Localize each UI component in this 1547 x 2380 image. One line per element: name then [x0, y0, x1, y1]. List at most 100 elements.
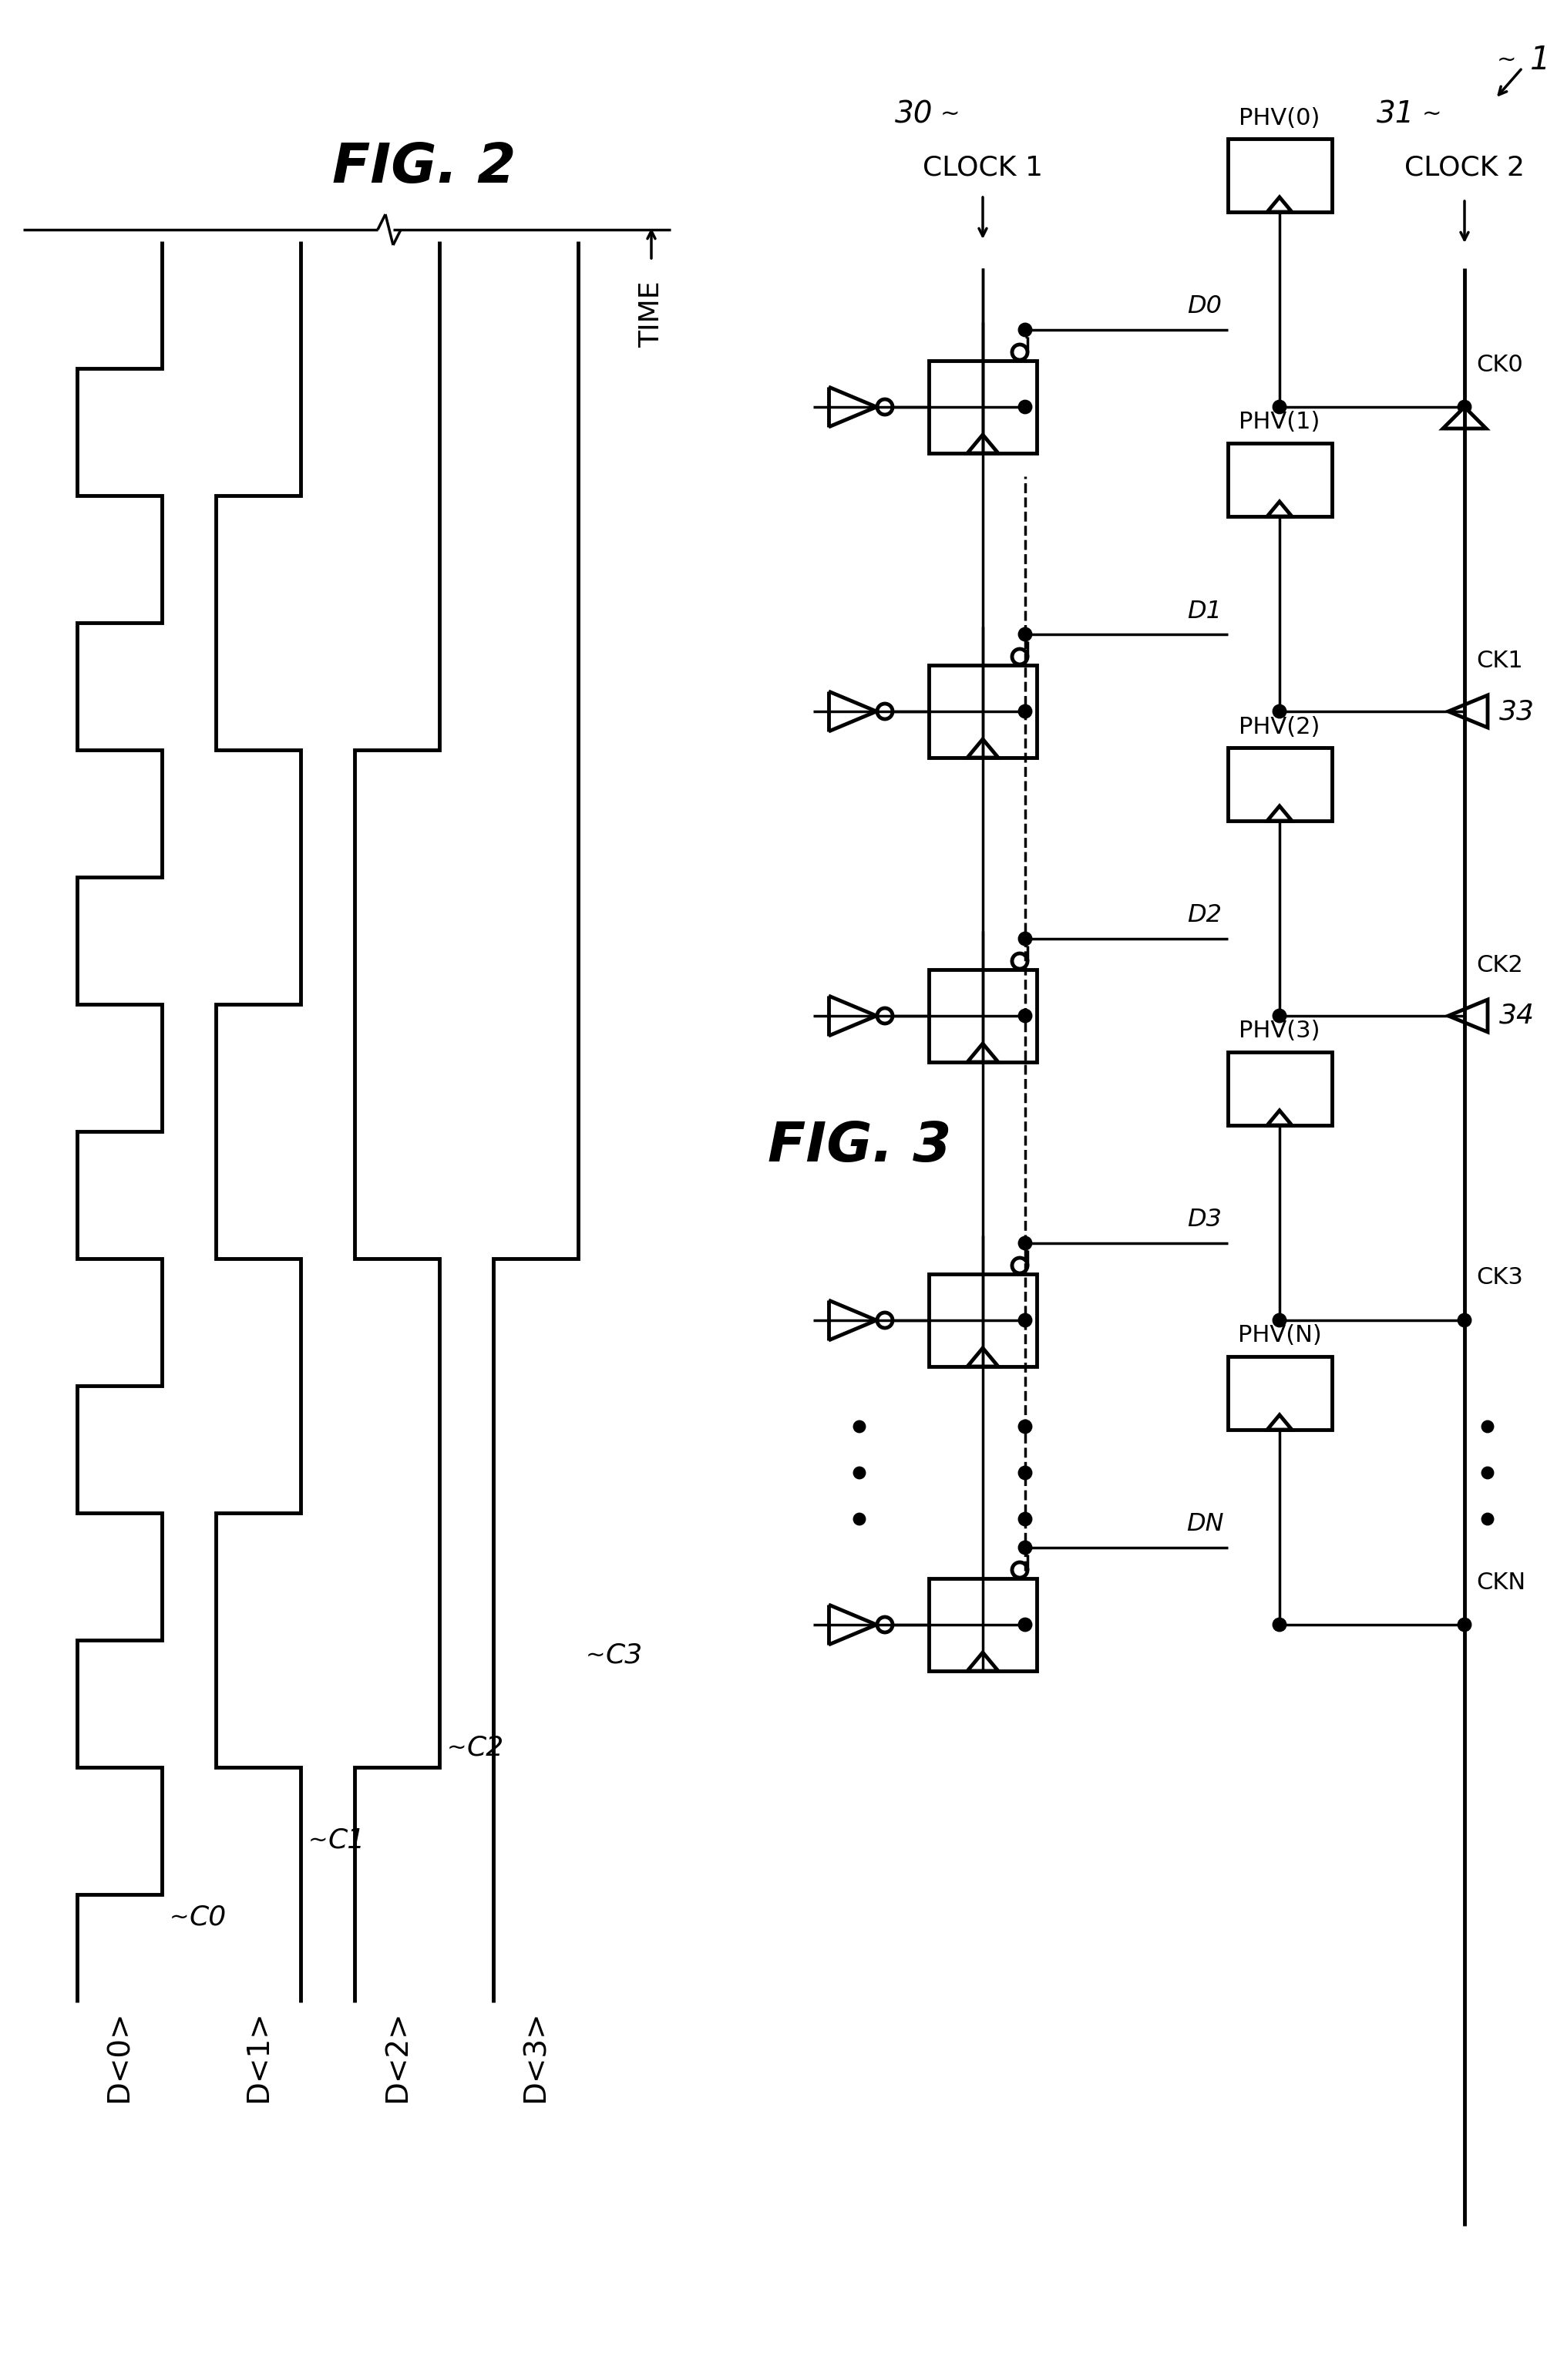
Text: CK2: CK2 [1476, 954, 1522, 976]
Circle shape [877, 400, 893, 414]
Text: ~: ~ [308, 1830, 328, 1852]
Circle shape [1012, 1257, 1027, 1273]
Circle shape [1459, 707, 1470, 716]
Circle shape [877, 1311, 893, 1328]
Text: 33: 33 [1499, 697, 1535, 724]
Text: ~: ~ [1422, 102, 1442, 126]
Polygon shape [967, 436, 998, 452]
Polygon shape [1267, 1111, 1292, 1126]
Circle shape [1019, 707, 1030, 716]
Text: ~: ~ [941, 102, 959, 126]
Circle shape [1012, 1561, 1027, 1578]
Circle shape [1019, 1238, 1030, 1250]
Text: D<1>: D<1> [243, 2011, 272, 2102]
Text: PHV(2): PHV(2) [1238, 716, 1320, 738]
Polygon shape [1267, 1414, 1292, 1430]
Circle shape [877, 1009, 893, 1023]
Circle shape [854, 1514, 863, 1523]
Circle shape [1459, 402, 1470, 412]
Polygon shape [967, 740, 998, 757]
Text: 12: 12 [1530, 43, 1547, 76]
Text: C2: C2 [466, 1735, 503, 1761]
Polygon shape [1442, 407, 1485, 428]
Text: CK1: CK1 [1476, 650, 1522, 674]
Bar [1227, 747, 1332, 821]
Circle shape [1019, 1421, 1030, 1433]
Circle shape [1019, 324, 1030, 336]
Text: ~: ~ [447, 1737, 467, 1759]
Circle shape [1273, 707, 1284, 716]
Circle shape [1273, 1618, 1284, 1630]
Circle shape [1019, 1542, 1030, 1554]
Text: D2: D2 [1187, 904, 1222, 928]
Polygon shape [1448, 1000, 1487, 1033]
Text: TIME: TIME [637, 281, 664, 347]
Polygon shape [1267, 807, 1292, 821]
Text: PHV(N): PHV(N) [1238, 1326, 1321, 1347]
Text: C0: C0 [189, 1904, 226, 1930]
Text: CLOCK 1: CLOCK 1 [922, 155, 1043, 181]
Circle shape [1459, 1618, 1470, 1630]
Circle shape [854, 1421, 863, 1430]
Circle shape [1459, 1011, 1470, 1021]
Circle shape [1019, 1314, 1030, 1326]
Text: D1: D1 [1187, 600, 1222, 624]
Circle shape [877, 704, 893, 719]
Circle shape [1019, 1514, 1030, 1526]
Circle shape [1273, 1011, 1284, 1021]
Text: D3: D3 [1187, 1209, 1222, 1233]
Text: PHV(3): PHV(3) [1238, 1021, 1320, 1042]
Polygon shape [1448, 695, 1487, 728]
Circle shape [1012, 345, 1027, 359]
Polygon shape [967, 1042, 998, 1061]
Text: 31: 31 [1375, 100, 1414, 129]
Text: ~: ~ [585, 1645, 605, 1666]
Circle shape [1019, 628, 1030, 640]
Text: ~: ~ [170, 1906, 189, 1928]
Bar [928, 1578, 1036, 1671]
Polygon shape [1267, 502, 1292, 516]
Polygon shape [967, 1652, 998, 1671]
Circle shape [1019, 1618, 1030, 1630]
Circle shape [1459, 1314, 1470, 1326]
Polygon shape [1267, 198, 1292, 212]
Text: CKN: CKN [1476, 1571, 1525, 1595]
Circle shape [1019, 933, 1030, 945]
Bar [1227, 1357, 1332, 1430]
Circle shape [1273, 402, 1284, 412]
Bar [928, 362, 1036, 452]
Circle shape [1019, 402, 1030, 412]
Text: PHV(1): PHV(1) [1238, 412, 1320, 433]
Text: D0: D0 [1187, 295, 1222, 319]
Text: DN: DN [1185, 1514, 1222, 1537]
Text: ~: ~ [1496, 50, 1516, 71]
Text: FIG. 3: FIG. 3 [767, 1121, 951, 1173]
Bar [1227, 443, 1332, 516]
Circle shape [1019, 1011, 1030, 1021]
Circle shape [854, 1468, 863, 1478]
Text: CK3: CK3 [1476, 1266, 1522, 1290]
Bar [928, 664, 1036, 757]
Text: 34: 34 [1499, 1002, 1535, 1028]
Circle shape [1012, 650, 1027, 664]
Bar [928, 969, 1036, 1061]
Text: C3: C3 [605, 1642, 642, 1668]
Circle shape [1019, 1468, 1030, 1478]
Text: D<2>: D<2> [382, 2011, 412, 2102]
Text: D<0>: D<0> [105, 2011, 135, 2102]
Circle shape [1273, 1314, 1284, 1326]
Bar [928, 1273, 1036, 1366]
Text: CK0: CK0 [1476, 352, 1522, 376]
Text: FIG. 2: FIG. 2 [333, 140, 515, 195]
Polygon shape [967, 1347, 998, 1366]
Bar [1227, 138, 1332, 212]
Text: CLOCK 2: CLOCK 2 [1403, 155, 1524, 181]
Circle shape [1482, 1514, 1491, 1523]
Circle shape [877, 1616, 893, 1633]
Circle shape [1482, 1468, 1491, 1478]
Text: 30: 30 [894, 100, 933, 129]
Circle shape [1482, 1421, 1491, 1430]
Text: D<3>: D<3> [521, 2011, 551, 2102]
Circle shape [1012, 954, 1027, 969]
Bar [1227, 1052, 1332, 1126]
